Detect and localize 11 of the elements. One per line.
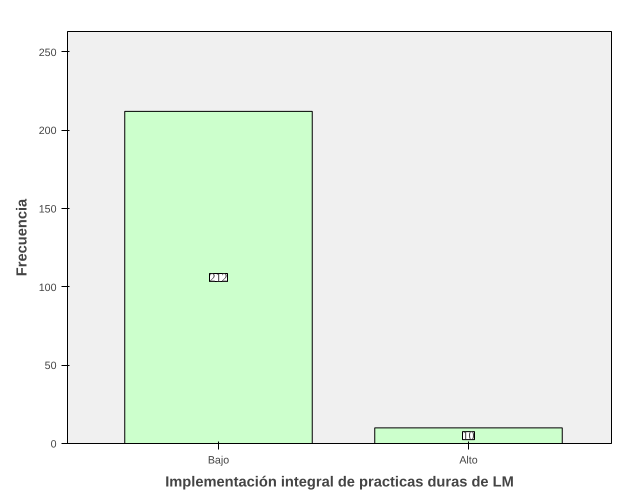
- data-label: 212: [210, 270, 228, 284]
- y-tick-label: 50: [44, 360, 57, 372]
- y-tick-label: 150: [38, 204, 57, 216]
- y-tick-label: 100: [38, 282, 57, 294]
- y-axis-title: Frecuencia: [14, 198, 31, 276]
- y-tick-label: 250: [38, 46, 57, 59]
- y-tick-label: 0: [50, 438, 57, 450]
- x-axis-title: Implementación integral de practicas duras de LM: [165, 474, 514, 490]
- x-tick-label: Alto: [459, 454, 478, 466]
- x-tick-label: Bajo: [208, 454, 230, 466]
- y-tick-label: 200: [38, 125, 57, 138]
